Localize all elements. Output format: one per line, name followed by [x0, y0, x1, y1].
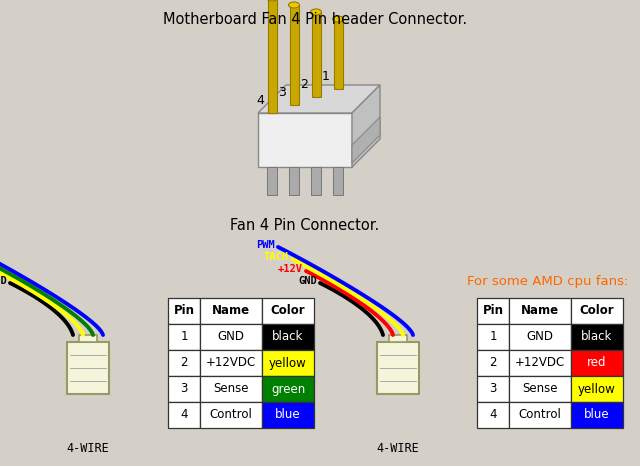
Text: blue: blue — [584, 409, 610, 422]
Bar — [200, 298, 262, 324]
Text: black: black — [272, 330, 304, 343]
Text: 4-WIRE: 4-WIRE — [376, 442, 419, 455]
Bar — [200, 402, 262, 428]
Bar — [200, 324, 262, 350]
Text: 3: 3 — [180, 383, 188, 396]
Text: 4: 4 — [256, 95, 264, 108]
Text: yellow: yellow — [269, 356, 307, 370]
Ellipse shape — [289, 2, 300, 8]
Bar — [262, 324, 314, 350]
Text: 1: 1 — [489, 330, 497, 343]
Text: blue: blue — [275, 409, 301, 422]
Bar — [79, 335, 97, 342]
Polygon shape — [352, 85, 380, 167]
Text: PWM: PWM — [256, 240, 275, 250]
Bar — [168, 298, 200, 324]
Text: 3: 3 — [490, 383, 497, 396]
Bar — [168, 350, 200, 376]
Bar — [509, 376, 571, 402]
Text: Sense: Sense — [522, 383, 557, 396]
Bar — [262, 402, 314, 428]
Bar — [168, 324, 200, 350]
Bar — [571, 376, 623, 402]
Bar — [571, 350, 623, 376]
Text: GND: GND — [218, 330, 244, 343]
Ellipse shape — [266, 0, 278, 1]
Text: Motherboard Fan 4 Pin header Connector.: Motherboard Fan 4 Pin header Connector. — [163, 12, 467, 27]
Text: Color: Color — [271, 304, 305, 317]
Bar — [571, 324, 623, 350]
Text: 4: 4 — [489, 409, 497, 422]
Bar — [311, 167, 321, 195]
Bar — [509, 350, 571, 376]
Text: red: red — [588, 356, 607, 370]
Text: 1: 1 — [180, 330, 188, 343]
Bar — [200, 376, 262, 402]
Bar — [262, 376, 314, 402]
Bar — [334, 19, 343, 89]
Bar — [290, 5, 299, 105]
Text: Pin: Pin — [483, 304, 504, 317]
Text: Name: Name — [212, 304, 250, 317]
Bar — [333, 167, 343, 195]
Bar — [571, 298, 623, 324]
Bar — [268, 0, 277, 113]
Bar — [477, 298, 509, 324]
Text: Name: Name — [521, 304, 559, 317]
Bar — [377, 342, 419, 394]
Bar — [477, 324, 509, 350]
Bar — [509, 324, 571, 350]
Bar — [267, 167, 277, 195]
Text: +12VDC: +12VDC — [515, 356, 565, 370]
Polygon shape — [352, 117, 380, 163]
Text: black: black — [581, 330, 612, 343]
Bar — [571, 402, 623, 428]
Bar — [509, 298, 571, 324]
Polygon shape — [258, 113, 352, 167]
Polygon shape — [258, 85, 380, 113]
Text: Control: Control — [209, 409, 252, 422]
Text: green: green — [271, 383, 305, 396]
Text: 3: 3 — [278, 87, 286, 100]
Bar — [477, 376, 509, 402]
Text: Fan 4 Pin Connector.: Fan 4 Pin Connector. — [230, 218, 380, 233]
Bar — [168, 402, 200, 428]
Text: +12V: +12V — [278, 264, 303, 274]
Text: Pin: Pin — [173, 304, 195, 317]
Text: TACH: TACH — [264, 252, 289, 262]
Text: 2: 2 — [300, 78, 308, 91]
Text: Control: Control — [518, 409, 561, 422]
Text: +12VDC: +12VDC — [206, 356, 256, 370]
Text: GND: GND — [527, 330, 554, 343]
Bar — [389, 335, 407, 342]
Text: GND: GND — [298, 276, 317, 286]
Text: GND: GND — [0, 276, 7, 286]
Bar — [289, 167, 299, 195]
Bar — [477, 402, 509, 428]
Ellipse shape — [310, 9, 321, 15]
Ellipse shape — [333, 16, 344, 22]
Text: Color: Color — [580, 304, 614, 317]
Text: For some AMD cpu fans:: For some AMD cpu fans: — [467, 275, 628, 288]
Bar — [67, 342, 109, 394]
Text: 1: 1 — [322, 70, 330, 83]
Bar — [262, 350, 314, 376]
Bar — [200, 350, 262, 376]
Text: 4: 4 — [180, 409, 188, 422]
Bar — [168, 376, 200, 402]
Text: 4-WIRE: 4-WIRE — [67, 442, 109, 455]
Text: yellow: yellow — [578, 383, 616, 396]
Text: 2: 2 — [489, 356, 497, 370]
Bar — [477, 350, 509, 376]
Bar — [312, 12, 321, 97]
Bar — [509, 402, 571, 428]
Text: Sense: Sense — [213, 383, 249, 396]
Bar — [262, 298, 314, 324]
Text: 2: 2 — [180, 356, 188, 370]
